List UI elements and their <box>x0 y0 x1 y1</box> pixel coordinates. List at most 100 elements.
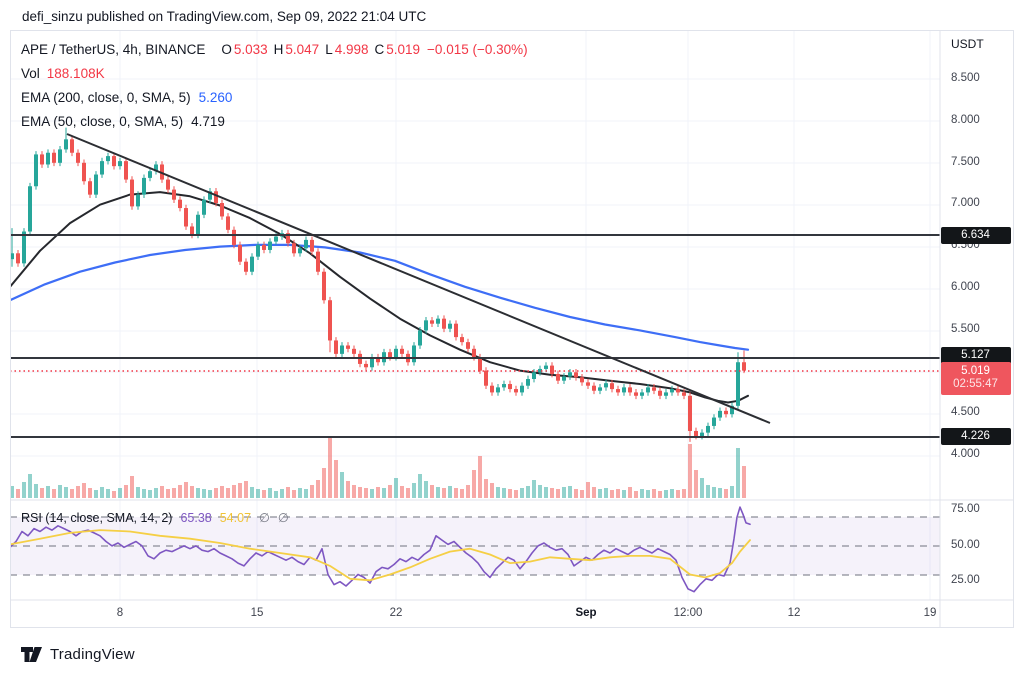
volume-bar <box>268 488 272 498</box>
price-axis-unit: USDT <box>951 37 984 51</box>
current-price-badge: 5.019 02:55:47 <box>940 361 1011 395</box>
volume-bar <box>364 488 368 498</box>
volume-bar <box>340 472 344 498</box>
volume-bar <box>298 488 302 498</box>
volume-bar <box>478 456 482 498</box>
high-value: 5.047 <box>285 42 320 57</box>
volume-bar <box>556 489 560 498</box>
candle-body <box>274 236 278 242</box>
volume-bar <box>178 485 182 498</box>
volume-bar <box>334 460 338 498</box>
volume-bar <box>238 483 242 498</box>
open-label: O <box>221 42 232 57</box>
volume-bar <box>328 436 332 498</box>
volume-bar <box>286 487 290 498</box>
volume-bar <box>466 485 470 498</box>
volume-bar <box>472 470 476 498</box>
candle-body <box>544 365 548 369</box>
volume-bar <box>730 486 734 498</box>
volume-bar <box>682 489 686 498</box>
ema50-legend-row[interactable]: EMA (50, close, 0, SMA, 5) 4.719 <box>21 110 528 134</box>
candle-body <box>694 430 698 436</box>
volume-bar <box>628 487 632 498</box>
rsi-tick-label: 75.00 <box>951 503 980 515</box>
volume-bar <box>64 487 68 498</box>
volume-bar <box>688 444 692 498</box>
volume-bar <box>574 489 578 498</box>
volume-bar <box>520 488 524 498</box>
candle-body <box>640 392 644 396</box>
candle-body <box>190 226 194 235</box>
candle-body <box>448 323 452 329</box>
price-tick-label: 4.500 <box>951 406 980 418</box>
change-value: −0.015 (−0.30%) <box>427 42 528 57</box>
rsi-empty-slot-2: ∅ <box>277 511 289 525</box>
candle-body <box>94 174 98 195</box>
candle-body <box>610 383 614 390</box>
volume-bar <box>232 485 236 498</box>
ema200-label: EMA (200, close, 0, SMA, 5) <box>21 90 191 105</box>
volume-bar <box>454 488 458 498</box>
volume-value: 188.108K <box>46 66 105 81</box>
volume-bar <box>562 487 566 498</box>
candle-body <box>520 385 524 393</box>
candle-body <box>148 171 152 178</box>
volume-bar <box>166 489 170 498</box>
candle-body <box>250 256 254 272</box>
candle-body <box>154 164 158 172</box>
candle-body <box>172 189 176 200</box>
candle-body <box>262 244 266 250</box>
volume-bar <box>496 487 500 498</box>
candle-body <box>256 244 260 257</box>
volume-bar <box>70 489 74 498</box>
close-label: C <box>374 42 385 57</box>
candle-body <box>124 161 128 180</box>
rsi-legend-row[interactable]: RSI (14, close, SMA, 14, 2) 65.38 54.07 ∅ ∅ <box>21 510 289 525</box>
symbol-legend-row[interactable]: APE / TetherUS, 4h, BINANCE O 5.033 H 5.047 L… <box>21 38 528 62</box>
candle-body <box>724 410 728 415</box>
candle-body <box>430 320 434 324</box>
volume-legend-row[interactable]: Vol 188.108K <box>21 62 528 86</box>
ema50-line <box>10 191 749 404</box>
volume-bar <box>262 490 266 498</box>
volume-bar <box>376 487 380 498</box>
ema200-legend-row[interactable]: EMA (200, close, 0, SMA, 5) 5.260 <box>21 86 528 110</box>
candle-body <box>220 203 224 217</box>
candle-body <box>442 318 446 329</box>
candle-body <box>76 152 80 163</box>
volume-bar <box>664 490 668 498</box>
chart-canvas[interactable] <box>10 30 1014 628</box>
volume-bar <box>124 485 128 498</box>
close-value: 5.019 <box>386 42 421 57</box>
volume-bar <box>316 480 320 498</box>
candle-body <box>322 271 326 301</box>
volume-bar <box>484 479 488 498</box>
volume-bar <box>634 491 638 498</box>
volume-bar <box>256 489 260 498</box>
volume-bar <box>526 486 530 498</box>
volume-bar <box>58 485 62 498</box>
price-tick-label: 8.500 <box>951 72 980 84</box>
candle-body <box>616 389 620 393</box>
volume-bar <box>346 481 350 498</box>
volume-bar <box>550 488 554 498</box>
candle-body <box>64 139 68 150</box>
price-tick-label: 6.000 <box>951 281 980 293</box>
volume-bar <box>670 489 674 498</box>
ema200-line <box>10 243 750 351</box>
volume-bar <box>508 489 512 498</box>
volume-bar <box>616 489 620 498</box>
volume-bar <box>382 488 386 498</box>
candle-body <box>196 214 200 235</box>
candle-body <box>514 389 518 393</box>
volume-bar <box>40 488 44 498</box>
volume-bar <box>544 487 548 498</box>
volume-bar <box>358 487 362 498</box>
volume-bar <box>100 487 104 498</box>
time-tick-label: 19 <box>923 607 937 619</box>
candle-body <box>226 216 230 230</box>
candle-body <box>634 392 638 396</box>
candle-body <box>652 387 656 391</box>
tradingview-logo[interactable]: TradingView <box>21 646 135 663</box>
candle-body <box>550 365 554 374</box>
